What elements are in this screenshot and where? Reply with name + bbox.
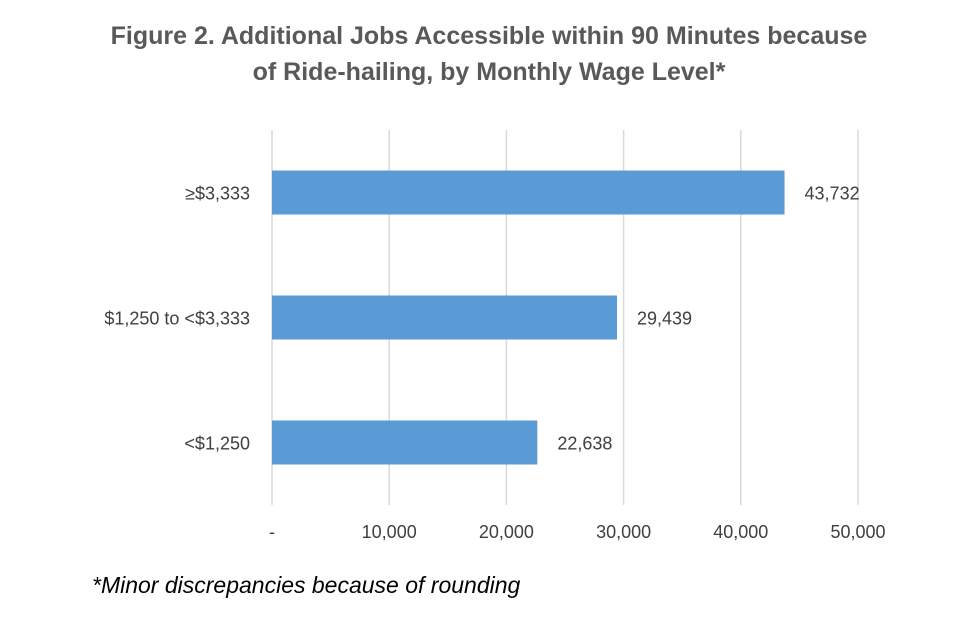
data-label: 43,732	[805, 184, 860, 204]
category-label: $1,250 to <$3,333	[104, 309, 250, 329]
data-label: 29,439	[637, 309, 692, 329]
x-tick-label: 50,000	[830, 522, 885, 542]
bar	[272, 420, 538, 465]
chart-title-line-1: Figure 2. Additional Jobs Accessible wit…	[110, 22, 868, 50]
category-label: ≥$3,333	[185, 184, 250, 204]
x-tick-label: 40,000	[713, 522, 768, 542]
x-tick-label: 20,000	[479, 522, 534, 542]
labels: - 10,000 20,000 30,000 40,000 50,000 ≥$3,333 43…	[104, 184, 885, 543]
category-label: <$1,250	[184, 434, 250, 454]
chart-title-line-2: of Ride-hailing, by Monthly Wage Level*	[252, 58, 726, 86]
chart-footnote: *Minor discrepancies because of rounding	[92, 572, 521, 598]
bar	[272, 170, 785, 215]
x-tick-label: -	[269, 522, 275, 542]
data-label: 22,638	[557, 434, 612, 454]
x-tick-label: 10,000	[362, 522, 417, 542]
x-tick-label: 30,000	[596, 522, 651, 542]
chart-title: Figure 2. Additional Jobs Accessible wit…	[0, 18, 978, 90]
bar	[272, 295, 618, 340]
bars	[272, 170, 785, 465]
